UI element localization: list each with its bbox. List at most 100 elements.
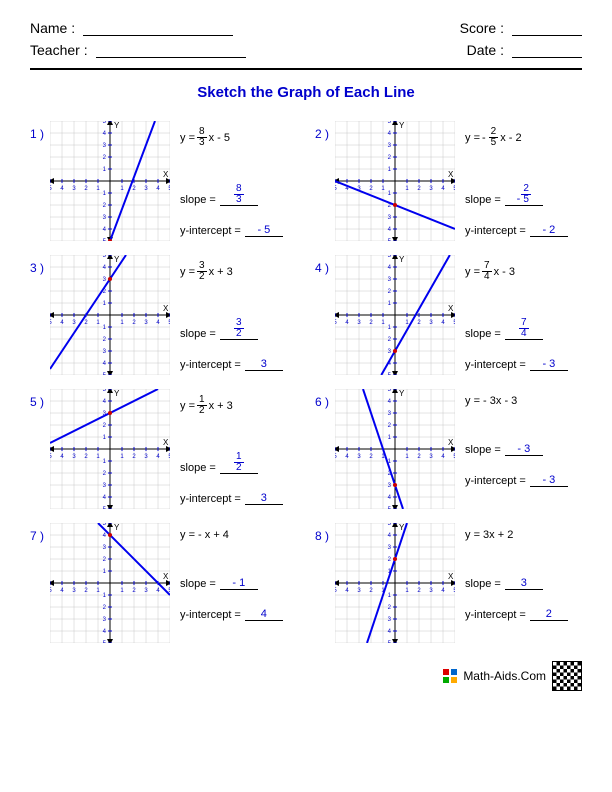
- problem-number: 4 ): [315, 255, 329, 275]
- graph-chart: 55443322111122334455YX: [335, 121, 455, 241]
- yintercept-label: y-intercept =: [180, 493, 241, 505]
- problem: 2 ) 55443322111122334455YX y = - 25x - 2…: [315, 121, 582, 241]
- yintercept-label: y-intercept =: [465, 359, 526, 371]
- date-label: Date :: [467, 42, 504, 58]
- teacher-blank[interactable]: [96, 43, 246, 58]
- svg-text:X: X: [448, 438, 454, 447]
- yintercept-label: y-intercept =: [465, 609, 526, 621]
- slope-row: slope = - 1: [180, 577, 283, 590]
- slope-row: slope = 32: [180, 318, 283, 340]
- score-label: Score :: [460, 20, 504, 36]
- problem-number: 5 ): [30, 389, 44, 409]
- problem-number: 1 ): [30, 121, 44, 141]
- equation-text: y = 32x + 3: [180, 261, 283, 282]
- yintercept-value: 3: [245, 358, 283, 371]
- problem: 5 ) 55443322111122334455YX y = 12x + 3 s…: [30, 389, 297, 509]
- slope-value: - 25: [505, 184, 543, 206]
- yintercept-row: y-intercept = 3: [180, 492, 283, 505]
- yintercept-row: y-intercept = 3: [180, 358, 283, 371]
- yintercept-label: y-intercept =: [465, 475, 526, 487]
- equation-text: y = - 25x - 2: [465, 127, 568, 148]
- problem: 1 ) 55443322111122334455YX y = 83x - 5 s…: [30, 121, 297, 241]
- problem-number: 2 ): [315, 121, 329, 141]
- slope-label: slope =: [465, 328, 501, 340]
- problem-number: 8 ): [315, 523, 329, 543]
- slope-row: slope = - 25: [465, 184, 568, 206]
- graph-chart: 55443322111122334455YX: [335, 389, 455, 509]
- yintercept-value: 2: [530, 608, 568, 621]
- qr-icon: [552, 661, 582, 691]
- yintercept-label: y-intercept =: [180, 359, 241, 371]
- slope-label: slope =: [465, 444, 501, 456]
- problem-number: 6 ): [315, 389, 329, 409]
- yintercept-row: y-intercept = - 2: [465, 224, 568, 237]
- svg-text:5: 5: [453, 588, 455, 594]
- svg-text:5: 5: [168, 454, 170, 460]
- yintercept-value: 3: [245, 492, 283, 505]
- svg-text:X: X: [448, 304, 454, 313]
- problems-grid: 1 ) 55443322111122334455YX y = 83x - 5 s…: [30, 121, 582, 643]
- slope-value: 74: [505, 318, 543, 340]
- graph-chart: 55443322111122334455YX: [50, 523, 170, 643]
- svg-text:Y: Y: [114, 389, 120, 398]
- slope-row: slope = 74: [465, 318, 568, 340]
- teacher-label: Teacher :: [30, 42, 88, 58]
- slope-label: slope =: [180, 578, 216, 590]
- footer-text: Math-Aids.Com: [463, 669, 546, 683]
- equation-text: y = 74x - 3: [465, 261, 568, 282]
- score-blank[interactable]: [512, 21, 582, 36]
- slope-value: 12: [220, 452, 258, 474]
- yintercept-value: - 5: [245, 224, 283, 237]
- slope-value: - 1: [220, 577, 258, 590]
- slope-label: slope =: [465, 578, 501, 590]
- slope-label: slope =: [465, 194, 501, 206]
- equation-text: y = 3x + 2: [465, 529, 568, 541]
- problem: 8 ) 55443322111122334455YX y = 3x + 2 sl…: [315, 523, 582, 643]
- header-divider: [30, 68, 582, 70]
- svg-text:5: 5: [168, 186, 170, 192]
- yintercept-label: y-intercept =: [180, 225, 241, 237]
- svg-text:Y: Y: [399, 121, 405, 130]
- yintercept-value: 4: [245, 608, 283, 621]
- svg-text:Y: Y: [399, 389, 405, 398]
- svg-text:Y: Y: [114, 121, 120, 130]
- date-blank[interactable]: [512, 43, 582, 58]
- graph-chart: 55443322111122334455YX: [50, 389, 170, 509]
- svg-text:Y: Y: [399, 255, 405, 264]
- name-blank[interactable]: [83, 21, 233, 36]
- slope-row: slope = 12: [180, 452, 283, 474]
- footer: Math-Aids.Com: [30, 661, 582, 691]
- svg-text:X: X: [163, 304, 169, 313]
- problem-number: 3 ): [30, 255, 44, 275]
- svg-text:X: X: [163, 170, 169, 179]
- yintercept-row: y-intercept = 4: [180, 608, 283, 621]
- equation-text: y = 83x - 5: [180, 127, 283, 148]
- slope-value: 3: [505, 577, 543, 590]
- problem: 7 ) 55443322111122334455YX y = - x + 4 s…: [30, 523, 297, 643]
- graph-chart: 55443322111122334455YX: [335, 255, 455, 375]
- yintercept-label: y-intercept =: [465, 225, 526, 237]
- graph-chart: 55443322111122334455YX: [50, 255, 170, 375]
- slope-row: slope = 83: [180, 184, 283, 206]
- yintercept-row: y-intercept = - 3: [465, 358, 568, 371]
- footer-icon: [443, 669, 457, 683]
- slope-value: 32: [220, 318, 258, 340]
- problem: 4 ) 55443322111122334455YX y = 74x - 3 s…: [315, 255, 582, 375]
- graph-chart: 55443322111122334455YX: [50, 121, 170, 241]
- yintercept-value: - 3: [530, 474, 568, 487]
- problem: 3 ) 55443322111122334455YX y = 32x + 3 s…: [30, 255, 297, 375]
- svg-text:X: X: [448, 170, 454, 179]
- svg-text:5: 5: [168, 320, 170, 326]
- equation-text: y = - 3x - 3: [465, 395, 568, 407]
- slope-label: slope =: [180, 194, 216, 206]
- svg-text:X: X: [163, 438, 169, 447]
- yintercept-row: y-intercept = - 3: [465, 474, 568, 487]
- svg-text:Y: Y: [114, 523, 120, 532]
- name-label: Name :: [30, 20, 75, 36]
- yintercept-label: y-intercept =: [180, 609, 241, 621]
- yintercept-value: - 2: [530, 224, 568, 237]
- svg-text:5: 5: [453, 454, 455, 460]
- slope-value: 83: [220, 184, 258, 206]
- svg-text:X: X: [448, 572, 454, 581]
- svg-text:5: 5: [453, 186, 455, 192]
